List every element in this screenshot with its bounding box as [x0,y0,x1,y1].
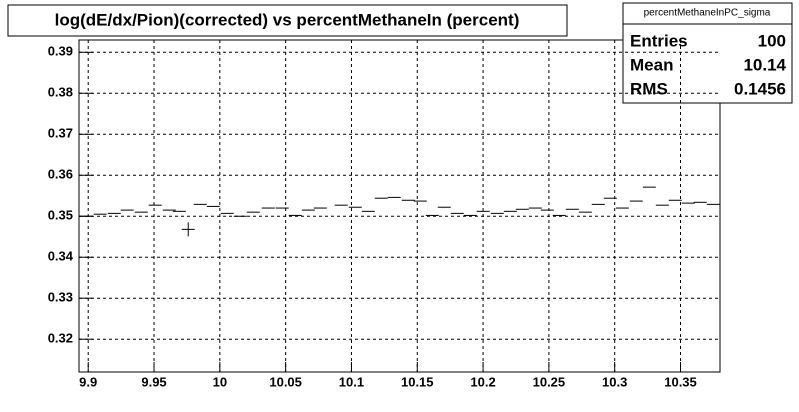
y-tick-label: 0.37 [48,126,73,141]
stats-box: percentMethaneInPC_sigma [622,2,793,104]
x-tick-label: 10.25 [533,374,566,389]
x-tick-label: 10.05 [269,374,302,389]
x-tick-label: 10.1 [339,374,364,389]
stats-frame [622,2,793,104]
stats-title: percentMethaneInPC_sigma [644,8,771,19]
y-tick-label: 0.34 [48,249,74,264]
y-tick-label: 0.39 [48,44,73,59]
x-tick-label: 9.95 [141,374,166,389]
x-tick-label: 9.9 [79,374,97,389]
stats-label: Mean [630,55,673,74]
x-tick-label: 10 [213,374,227,389]
chart-title: log(dE/dx/Pion)(corrected) vs percentMet… [55,10,520,29]
x-tick-label: 10.3 [602,374,627,389]
stats-value: 10.14 [743,55,786,74]
stats-value: 0.1456 [734,79,786,98]
y-tick-label: 0.38 [48,85,73,100]
frame [78,39,721,373]
x-tick-label: 10.35 [664,374,697,389]
x-tick-label: 10.15 [401,374,434,389]
stats-label: Entries [630,31,688,50]
y-tick-label: 0.32 [48,331,73,346]
y-tick-label: 0.35 [48,208,73,223]
stats-label: RMS [630,79,668,98]
x-tick-label: 10.2 [470,374,495,389]
y-tick-label: 0.36 [48,167,73,182]
y-tick-label: 0.33 [48,290,73,305]
stats-value: 100 [758,31,786,50]
title-box [7,4,568,37]
